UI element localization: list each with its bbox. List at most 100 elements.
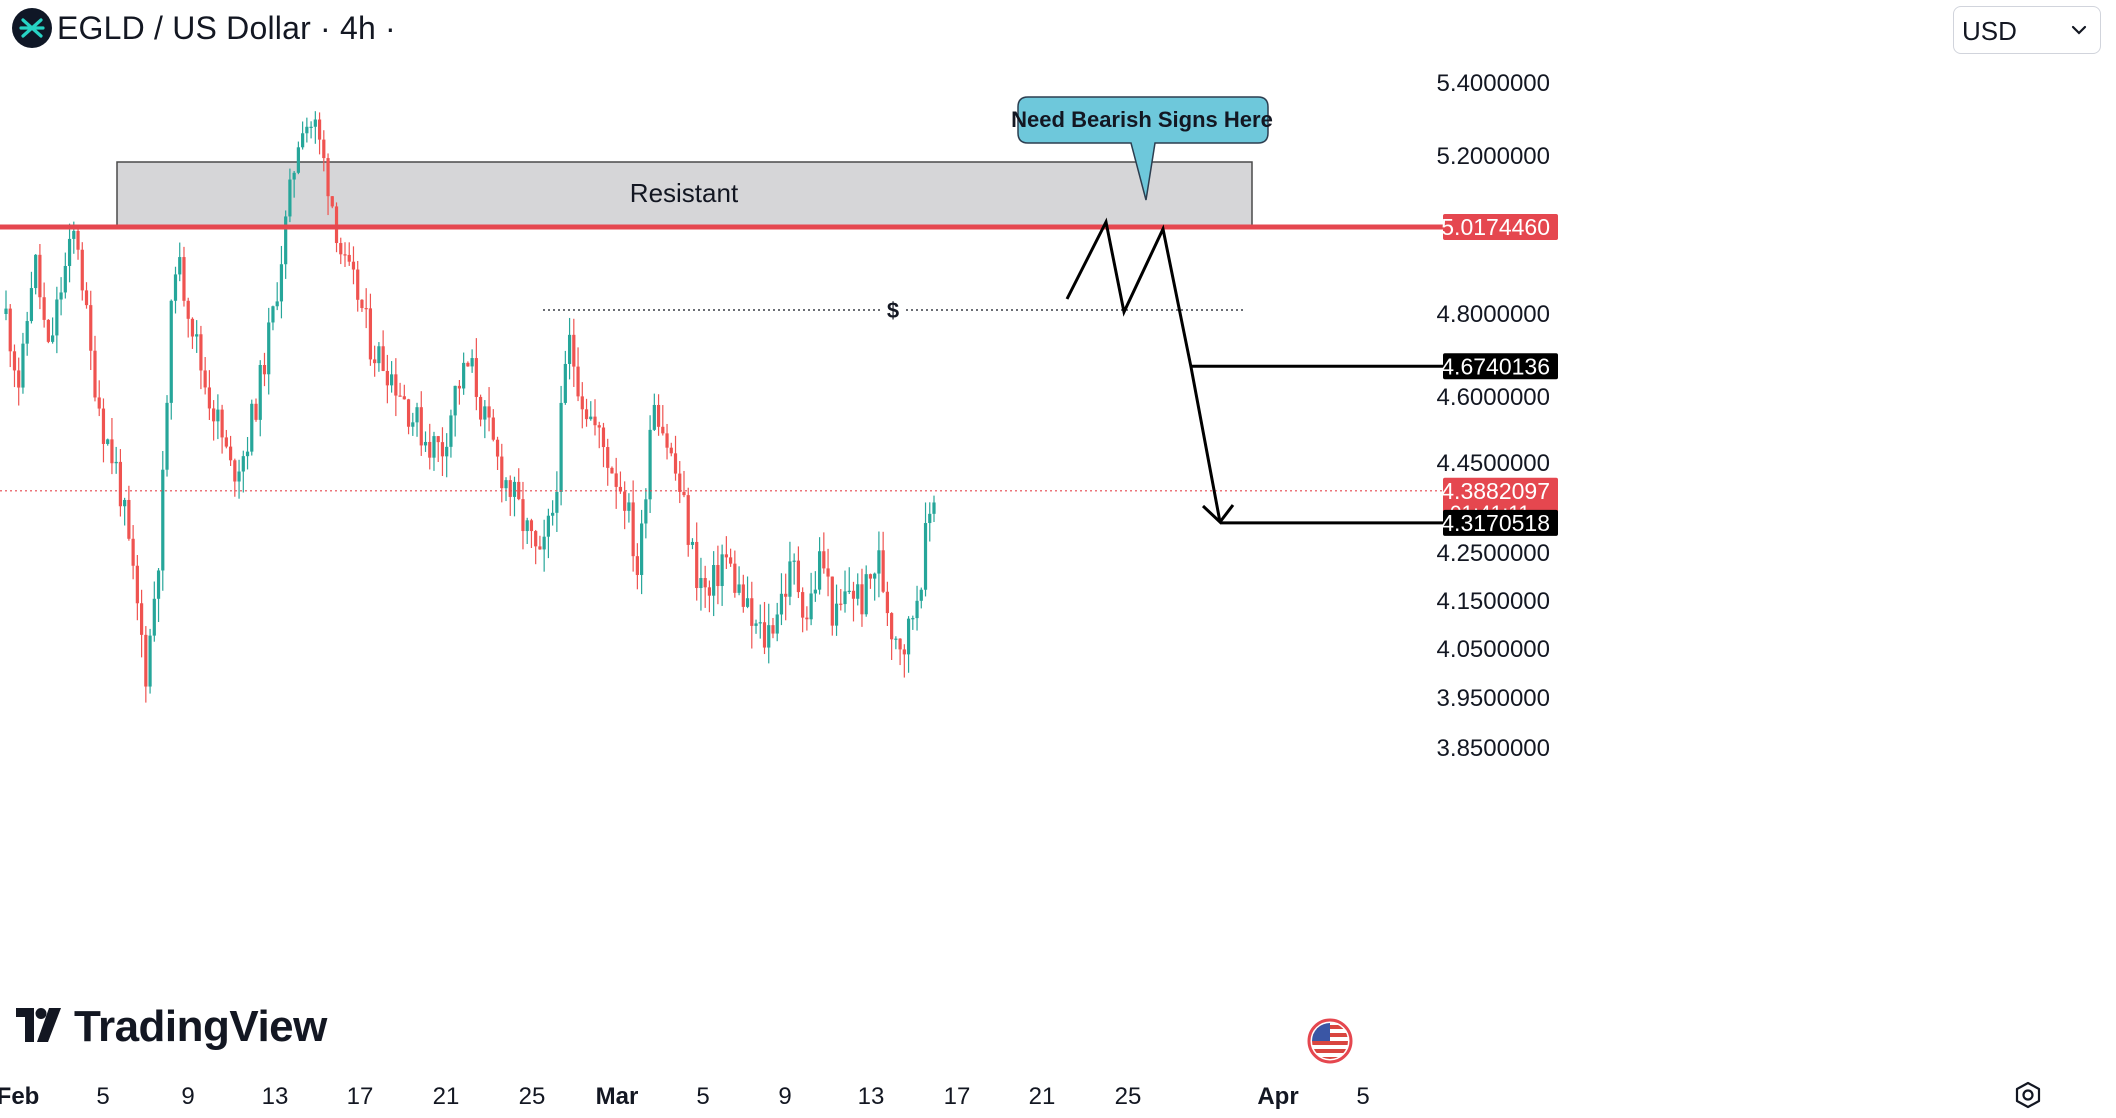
candle: [42, 282, 46, 328]
candle: [792, 553, 796, 585]
candle: [606, 438, 610, 486]
candle: [59, 277, 63, 316]
candle: [76, 226, 80, 260]
candle-body: [584, 409, 589, 420]
candle-body: [385, 370, 389, 386]
candle: [614, 457, 618, 509]
candle: [635, 543, 639, 590]
candle-body: [419, 407, 423, 446]
candle-body: [839, 603, 843, 605]
candle-body: [932, 502, 936, 514]
candle: [593, 399, 597, 436]
candle-body: [173, 274, 178, 301]
candle: [449, 409, 453, 458]
candle: [368, 293, 373, 366]
candle: [156, 568, 161, 623]
candle-body: [339, 243, 343, 255]
settings-icon[interactable]: [2013, 1080, 2043, 1115]
candle-body: [563, 363, 567, 403]
candle-body: [491, 417, 495, 440]
candle-body: [368, 308, 373, 360]
candle: [788, 541, 792, 606]
candle: [610, 466, 614, 474]
candle: [618, 471, 623, 494]
price-label-value: 4.6740136: [1441, 353, 1550, 379]
candle-body: [55, 299, 59, 336]
candle: [212, 400, 216, 441]
candle-body: [737, 584, 741, 593]
candle: [360, 299, 364, 312]
candle-body: [428, 441, 432, 458]
candle: [784, 573, 788, 621]
candle: [830, 576, 834, 636]
candle: [419, 391, 423, 456]
candle: [796, 546, 801, 599]
candle: [521, 481, 525, 550]
candle-body: [673, 453, 678, 474]
candle-body: [258, 365, 262, 420]
candle-body: [402, 396, 406, 400]
candle-body: [678, 473, 682, 492]
candle-body: [868, 574, 873, 579]
candle-body: [610, 467, 614, 474]
candle: [817, 537, 822, 595]
candle: [699, 557, 703, 611]
candle-body: [589, 416, 593, 420]
candle: [127, 485, 131, 541]
tradingview-logo-icon: [16, 1007, 62, 1047]
candle-body: [364, 308, 368, 310]
candle: [712, 551, 716, 617]
candle-body: [915, 600, 919, 619]
candle: [326, 153, 330, 216]
candle: [932, 495, 936, 522]
candle-body: [165, 402, 169, 470]
candle: [572, 318, 576, 387]
candle: [288, 168, 292, 223]
candle-body: [906, 618, 911, 655]
candle: [258, 360, 262, 437]
currency-select[interactable]: USD: [1953, 6, 2101, 54]
candle: [67, 223, 72, 283]
candle-body: [555, 491, 559, 513]
candle: [17, 357, 21, 406]
chart-header: EGLD / US Dollar · 4h ·: [0, 0, 1900, 60]
candle: [135, 554, 139, 621]
candle: [546, 508, 550, 559]
candle-body: [525, 520, 529, 532]
candle-body: [381, 346, 385, 371]
candle: [262, 352, 267, 387]
candle: [508, 475, 512, 516]
candle-body: [784, 593, 788, 597]
candle-body: [597, 425, 601, 428]
candle: [724, 536, 728, 569]
candle-body: [93, 350, 97, 398]
us-flag-icon[interactable]: [1305, 1018, 1355, 1069]
candle-body: [89, 305, 93, 351]
candle-body: [156, 570, 161, 599]
candle-body: [805, 617, 809, 620]
price-label-resistance: 5.0174460: [1441, 214, 1558, 240]
candle: [809, 572, 813, 626]
candle-body: [864, 574, 868, 615]
candle: [843, 570, 847, 613]
candle: [589, 401, 593, 421]
candle: [12, 344, 17, 388]
candle-body: [135, 565, 139, 604]
y-axis-tick: 4.0500000: [1437, 636, 1550, 663]
candle-body: [38, 254, 42, 298]
candle: [453, 385, 457, 437]
candle-body: [712, 565, 716, 596]
candle-body: [894, 638, 898, 640]
candle: [686, 487, 690, 557]
candle-body: [703, 578, 707, 588]
price-label-value: 5.0174460: [1441, 214, 1550, 240]
candle: [152, 581, 156, 642]
candle: [737, 566, 741, 596]
candle: [279, 245, 284, 319]
candle: [38, 244, 42, 310]
candle-body: [457, 385, 462, 389]
candle-body: [508, 480, 512, 497]
candle-body: [923, 523, 928, 590]
price-label-bg: [1443, 353, 1558, 380]
